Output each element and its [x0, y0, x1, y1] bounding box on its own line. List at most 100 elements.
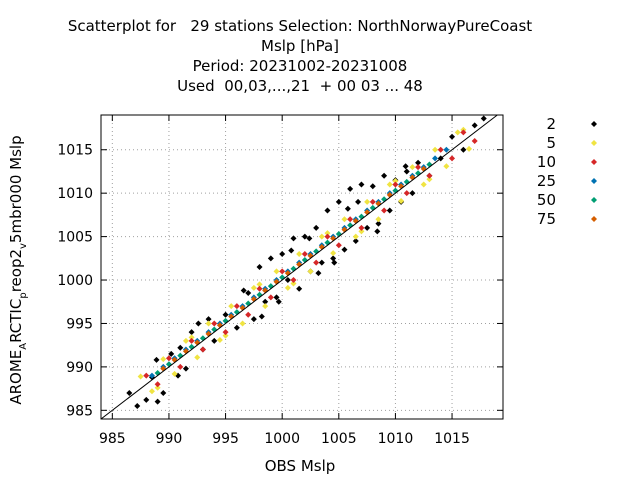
x-tick-label: 1015: [434, 431, 470, 447]
legend-marker: [591, 197, 597, 203]
data-point: [256, 285, 263, 292]
data-point: [331, 259, 338, 266]
y-axis-label-part: 5mbr000 Mslp: [7, 135, 25, 243]
data-point: [258, 313, 265, 320]
x-tick-label: 1000: [264, 431, 300, 447]
data-point: [168, 350, 175, 357]
data-point: [284, 277, 291, 284]
data-point: [153, 356, 160, 363]
data-point: [275, 298, 282, 305]
data-point: [256, 264, 263, 270]
data-point: [402, 163, 409, 170]
data-point: [386, 207, 393, 214]
data-point: [375, 216, 382, 223]
data-point: [437, 146, 444, 153]
chart-title-line-1: Scatterplot for 29 stations Selection: N…: [67, 17, 533, 35]
data-point: [449, 155, 456, 162]
data-point: [222, 311, 229, 318]
data-point: [177, 363, 184, 370]
data-point: [355, 198, 362, 205]
data-point: [228, 303, 235, 310]
data-point: [154, 384, 161, 391]
data-point: [301, 233, 308, 240]
data-point: [358, 181, 365, 188]
y-axis-label-part: reop2: [7, 249, 25, 292]
data-point: [148, 388, 155, 395]
data-point: [160, 389, 167, 396]
data-point: [364, 224, 371, 231]
data-point: [279, 268, 286, 275]
data-point: [205, 320, 212, 327]
data-point: [160, 356, 167, 363]
y-tick-label: 990: [66, 360, 93, 376]
data-point: [443, 163, 450, 170]
data-point: [460, 146, 467, 153]
data-point: [392, 181, 399, 188]
data-point: [432, 146, 439, 153]
x-axis-label: OBS Mslp: [265, 457, 336, 475]
data-point: [386, 181, 393, 188]
series-10: [143, 129, 478, 388]
data-points: [126, 115, 487, 409]
data-point: [288, 247, 295, 254]
data-point: [409, 190, 416, 197]
data-point: [182, 365, 189, 372]
data-point: [290, 277, 297, 284]
data-point: [335, 242, 342, 249]
data-point: [341, 216, 348, 223]
x-tick-label: 1005: [321, 431, 357, 447]
x-tick-label: 995: [212, 431, 239, 447]
data-point: [381, 207, 388, 214]
y-tick-label: 1015: [57, 143, 93, 159]
data-point: [330, 255, 337, 262]
data-point: [466, 145, 473, 152]
y-tick-label: 1010: [57, 186, 93, 202]
data-point: [324, 233, 331, 240]
identity-line: [100, 114, 498, 420]
data-point: [460, 129, 467, 136]
y-tick-label: 1005: [57, 230, 93, 246]
data-point: [182, 337, 189, 344]
legend-marker: [591, 140, 597, 146]
legend-marker: [591, 216, 597, 222]
y-axis-label-subscript: p: [18, 292, 29, 298]
data-point: [290, 235, 297, 242]
data-point: [324, 230, 331, 237]
data-point: [279, 250, 286, 257]
data-point: [454, 129, 461, 136]
y-axis-label: AROMEARCTICpreop2v5mbr000 Mslp: [7, 135, 29, 404]
data-point: [240, 287, 247, 294]
data-point: [205, 316, 212, 323]
data-point: [420, 181, 427, 188]
data-point: [426, 172, 433, 179]
data-point: [199, 346, 206, 353]
data-point: [381, 172, 388, 179]
data-point: [267, 255, 274, 262]
data-point: [415, 164, 422, 171]
y-axis-label-part: AROME: [7, 350, 25, 405]
data-point: [335, 198, 342, 205]
data-point: [403, 168, 410, 175]
data-point: [233, 303, 240, 310]
chart-title-line-3: Period: 20231002-20231008: [192, 57, 408, 75]
data-point: [392, 178, 399, 185]
data-point: [211, 337, 218, 344]
data-point: [415, 159, 422, 166]
data-point: [262, 303, 269, 310]
data-point: [352, 237, 359, 244]
data-point: [165, 355, 172, 362]
data-point: [426, 176, 433, 183]
legend-label: 50: [537, 191, 556, 209]
data-point: [306, 235, 313, 242]
data-point: [284, 284, 291, 291]
y-axis-label-subscript: v: [18, 243, 29, 249]
data-point: [126, 389, 133, 396]
data-point: [352, 233, 359, 240]
legend-marker: [591, 178, 597, 184]
legend-label: 2: [546, 115, 556, 133]
data-point: [296, 285, 303, 292]
data-point: [301, 250, 308, 257]
data-point: [188, 334, 195, 341]
